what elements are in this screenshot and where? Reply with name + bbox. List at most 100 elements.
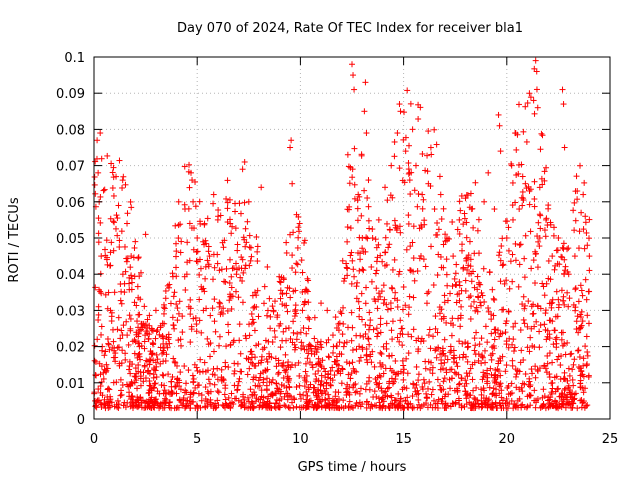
roti-point [565, 303, 572, 310]
roti-point [585, 372, 592, 379]
roti-point [112, 225, 119, 232]
roti-point [118, 360, 125, 367]
roti-point [181, 273, 188, 280]
roti-point [276, 278, 283, 285]
roti-point [269, 376, 276, 383]
roti-point [568, 350, 575, 357]
roti-point [284, 373, 291, 380]
roti-point [424, 168, 431, 175]
roti-point [123, 258, 130, 265]
roti-point [98, 323, 105, 330]
roti-point [374, 254, 381, 261]
roti-point [564, 289, 571, 296]
roti-point [93, 398, 100, 405]
roti-point [343, 359, 350, 366]
roti-point [473, 384, 480, 391]
roti-point [225, 394, 232, 401]
roti-point [220, 305, 227, 312]
x-tick-label: 20 [499, 432, 516, 447]
roti-point [349, 166, 356, 173]
roti-point [491, 336, 498, 343]
roti-point [405, 212, 412, 219]
roti-point [305, 314, 312, 321]
roti-point [458, 247, 465, 254]
roti-point [107, 249, 114, 256]
roti-point [161, 320, 168, 327]
roti-point [135, 255, 142, 262]
roti-point [584, 312, 591, 319]
roti-point [405, 401, 412, 408]
roti-point [558, 390, 565, 397]
roti-point [410, 268, 417, 275]
roti-point [247, 348, 254, 355]
roti-point [384, 393, 391, 400]
roti-point [422, 365, 429, 372]
roti-point [473, 304, 480, 311]
roti-point [489, 390, 496, 397]
roti-point [254, 287, 261, 294]
roti-point [496, 333, 503, 340]
roti-point [581, 245, 588, 252]
roti-point [531, 178, 538, 185]
roti-point [114, 344, 121, 351]
roti-point [237, 403, 244, 410]
roti-point [252, 362, 259, 369]
roti-point [529, 370, 536, 377]
roti-point [97, 193, 104, 200]
roti-point [518, 384, 525, 391]
roti-point [375, 241, 382, 248]
roti-point [176, 298, 183, 305]
roti-point [339, 257, 346, 264]
roti-point [161, 399, 168, 406]
roti-point [570, 361, 577, 368]
roti-point [340, 320, 347, 327]
roti-point [232, 260, 239, 267]
roti-point [186, 161, 193, 168]
roti-point [498, 394, 505, 401]
roti-point [486, 396, 493, 403]
roti-point [207, 340, 214, 347]
roti-point [434, 272, 441, 279]
roti-point [148, 351, 155, 358]
roti-point [348, 370, 355, 377]
roti-point [496, 381, 503, 388]
roti-point [514, 367, 521, 374]
roti-point [173, 405, 180, 412]
roti-point [573, 318, 580, 325]
roti-point [395, 271, 402, 278]
roti-point [415, 116, 422, 123]
roti-point [540, 386, 547, 393]
roti-point [336, 339, 343, 346]
roti-point [114, 232, 121, 239]
roti-point [173, 383, 180, 390]
roti-point [415, 348, 422, 355]
roti-point [360, 267, 367, 274]
roti-point [311, 335, 318, 342]
roti-point [344, 388, 351, 395]
roti-point [363, 284, 370, 291]
roti-point [458, 192, 465, 199]
roti-point [432, 325, 439, 332]
roti-point [406, 169, 413, 176]
roti-point [406, 304, 413, 311]
roti-point [540, 283, 547, 290]
roti-point [235, 294, 242, 301]
roti-point [474, 273, 481, 280]
roti-point [336, 320, 343, 327]
roti-point [205, 248, 212, 255]
roti-point [577, 314, 584, 321]
roti-point [227, 293, 234, 300]
roti-point [95, 230, 102, 237]
roti-point [447, 343, 454, 350]
roti-point [180, 396, 187, 403]
roti-point [524, 323, 531, 330]
roti-point [193, 328, 200, 335]
roti-point [451, 275, 458, 282]
roti-point [405, 170, 412, 177]
roti-point [225, 321, 232, 328]
roti-point [363, 351, 370, 358]
roti-point [414, 203, 421, 210]
roti-point [122, 268, 129, 275]
roti-point [196, 296, 203, 303]
